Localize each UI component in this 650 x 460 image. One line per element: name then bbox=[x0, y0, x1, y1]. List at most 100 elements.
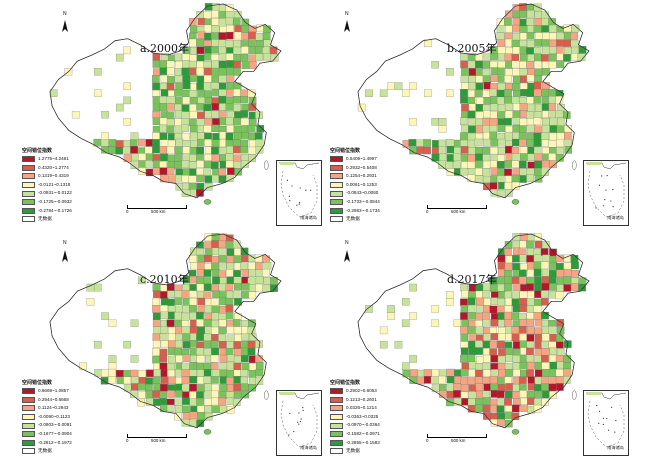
district-cell bbox=[512, 110, 521, 119]
north-arrow-icon bbox=[62, 20, 68, 32]
district-cell bbox=[497, 261, 506, 270]
district-cell bbox=[496, 89, 505, 98]
district-cell bbox=[153, 326, 161, 334]
district-cell bbox=[549, 391, 557, 399]
legend-item: 0.1319~0.4319 bbox=[22, 172, 72, 181]
district-cell bbox=[504, 160, 513, 168]
district-cell bbox=[556, 361, 565, 370]
district-cell bbox=[467, 132, 476, 141]
district-cell bbox=[476, 97, 484, 105]
inset-island bbox=[300, 418, 302, 420]
district-cell bbox=[233, 383, 241, 392]
district-cell bbox=[196, 11, 204, 19]
district-cell bbox=[497, 61, 506, 69]
district-cell bbox=[490, 369, 499, 377]
district-cell bbox=[490, 74, 499, 83]
hainan-island bbox=[511, 429, 520, 435]
district-cell bbox=[262, 284, 271, 292]
inset-island bbox=[289, 412, 291, 414]
district-cell bbox=[189, 326, 198, 334]
district-cell bbox=[226, 125, 235, 133]
district-cell bbox=[453, 390, 461, 398]
district-cell bbox=[153, 369, 162, 377]
district-cell bbox=[519, 269, 527, 278]
district-cell bbox=[497, 312, 506, 320]
district-cell bbox=[526, 312, 535, 320]
district-cell bbox=[549, 347, 558, 355]
scale-line bbox=[127, 205, 187, 209]
district-cell bbox=[255, 283, 263, 292]
district-cell bbox=[130, 355, 139, 363]
district-cell bbox=[196, 355, 205, 363]
district-cell bbox=[203, 168, 212, 177]
district-cell bbox=[460, 312, 468, 320]
legend-item: 0.2932~0.5408 bbox=[330, 164, 380, 173]
district-cell bbox=[504, 276, 512, 285]
district-cell bbox=[467, 398, 476, 406]
district-cell bbox=[255, 355, 263, 363]
inset-island bbox=[614, 431, 616, 433]
district-cell bbox=[519, 32, 528, 40]
map-title: d.2017年 bbox=[447, 273, 497, 286]
district-cell bbox=[240, 369, 248, 377]
district-cell bbox=[563, 268, 572, 277]
district-cell bbox=[483, 110, 491, 118]
district-cell bbox=[512, 269, 521, 278]
district-cell bbox=[108, 146, 116, 154]
district-cell bbox=[438, 139, 446, 148]
district-cell bbox=[211, 161, 219, 170]
district-cell bbox=[168, 376, 176, 384]
district-cell bbox=[497, 340, 505, 349]
district-cell bbox=[577, 53, 586, 62]
legend-swatch bbox=[330, 448, 343, 455]
district-cell bbox=[219, 354, 228, 363]
district-cell bbox=[262, 32, 271, 41]
district-cell bbox=[196, 283, 205, 292]
district-cell bbox=[130, 369, 138, 378]
district-cell bbox=[533, 132, 542, 141]
district-cell bbox=[241, 25, 249, 33]
inset-island bbox=[605, 189, 607, 191]
district-cell bbox=[401, 319, 410, 327]
district-cell bbox=[571, 53, 579, 61]
district-cell bbox=[211, 320, 220, 328]
district-cell bbox=[482, 68, 490, 77]
district-cell bbox=[533, 261, 542, 270]
district-cell bbox=[557, 117, 565, 126]
district-cell bbox=[549, 132, 558, 141]
district-cell bbox=[211, 312, 220, 320]
district-cell bbox=[512, 10, 521, 19]
district-cell bbox=[490, 167, 499, 175]
district-cell bbox=[504, 182, 512, 190]
district-cell bbox=[189, 74, 198, 82]
district-cell bbox=[196, 182, 205, 191]
legend-swatch bbox=[22, 405, 35, 412]
district-cell bbox=[138, 370, 146, 378]
district-cell bbox=[482, 75, 491, 83]
district-cell bbox=[556, 277, 565, 285]
china-border bbox=[49, 3, 282, 199]
district-cell bbox=[225, 312, 234, 320]
district-cell bbox=[182, 89, 190, 98]
district-cell bbox=[167, 347, 176, 355]
district-cell bbox=[542, 46, 550, 54]
district-cell bbox=[533, 96, 542, 104]
district-cell bbox=[255, 139, 264, 147]
district-cell bbox=[541, 298, 549, 306]
district-cell bbox=[204, 139, 212, 147]
district-cell bbox=[167, 363, 175, 371]
district-cell bbox=[227, 167, 235, 175]
district-cell bbox=[526, 277, 534, 285]
district-cell bbox=[189, 290, 197, 298]
district-cell bbox=[512, 17, 521, 26]
district-cell bbox=[519, 46, 528, 54]
scale-line bbox=[427, 205, 487, 209]
district-cell bbox=[203, 333, 212, 342]
district-cell bbox=[533, 3, 542, 12]
district-cell bbox=[189, 305, 197, 313]
district-cell bbox=[520, 153, 528, 161]
district-cell bbox=[549, 283, 558, 291]
district-cell bbox=[533, 268, 542, 277]
district-cell bbox=[226, 361, 235, 370]
district-cell bbox=[483, 97, 492, 105]
